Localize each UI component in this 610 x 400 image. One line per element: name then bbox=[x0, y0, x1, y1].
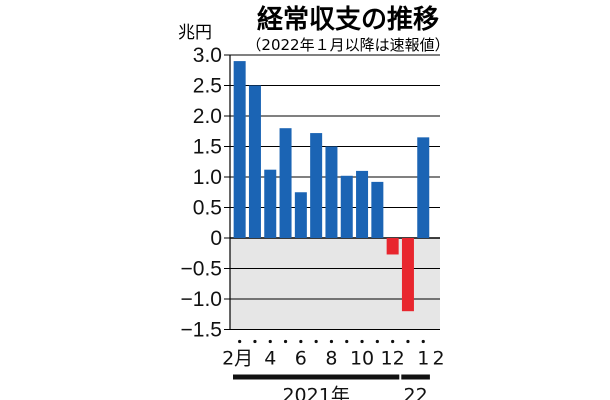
x-tick-dot bbox=[421, 339, 425, 344]
bar bbox=[248, 85, 261, 238]
y-tick-label: 2.0 bbox=[193, 105, 222, 128]
bar bbox=[417, 137, 430, 238]
x-tick-dot bbox=[283, 339, 288, 344]
x-tick-label: 1 bbox=[417, 348, 429, 370]
bar bbox=[294, 192, 307, 238]
chart-title: 経常収支の推移 bbox=[257, 4, 439, 35]
x-tick-dot bbox=[329, 339, 334, 344]
x-tick-dot bbox=[345, 339, 349, 344]
x-tick-dot bbox=[238, 339, 242, 344]
x-tick-dot bbox=[375, 339, 379, 344]
bar bbox=[340, 175, 353, 238]
year-group-bar bbox=[233, 374, 400, 380]
y-tick-label: −1.0 bbox=[181, 288, 222, 311]
x-tick-dot bbox=[391, 339, 395, 344]
year-group-bar bbox=[401, 374, 430, 380]
y-tick-label: 0.5 bbox=[193, 197, 222, 220]
bar bbox=[279, 128, 292, 238]
x-tick-dot bbox=[360, 339, 364, 344]
y-axis-unit-label: 兆円 bbox=[178, 23, 212, 43]
y-tick-label: −1.5 bbox=[181, 319, 222, 342]
bar bbox=[233, 61, 246, 238]
bar bbox=[356, 170, 369, 238]
y-tick-label: 1.5 bbox=[193, 136, 222, 159]
x-tick-dot bbox=[314, 339, 318, 344]
y-tick-label: −0.5 bbox=[181, 258, 222, 281]
bar bbox=[325, 146, 338, 238]
x-tick-dot bbox=[268, 339, 272, 344]
bar bbox=[386, 238, 399, 255]
x-tick-label: 2月 bbox=[222, 348, 253, 370]
chart-subtitle: （2022年１月以降は速報値） bbox=[246, 36, 449, 54]
y-tick-label: 1.0 bbox=[193, 166, 222, 189]
y-tick-label: 3.0 bbox=[193, 44, 222, 67]
bar bbox=[264, 169, 277, 238]
x-tick-dot bbox=[406, 339, 410, 344]
bar bbox=[310, 133, 323, 238]
x-tick-label: 8 bbox=[325, 348, 337, 370]
year-group-label: 22 bbox=[404, 385, 428, 400]
y-tick-label: 0 bbox=[210, 227, 222, 250]
bar bbox=[401, 238, 414, 312]
x-tick-label: 6 bbox=[295, 348, 307, 370]
x-tick-dot bbox=[253, 339, 257, 344]
year-group-label: 2021年 bbox=[282, 385, 349, 400]
x-tick-label: 12 bbox=[381, 348, 405, 370]
x-tick-label: 10 bbox=[350, 348, 374, 370]
y-tick-label: 2.5 bbox=[193, 75, 222, 98]
bar bbox=[371, 181, 384, 238]
x-tick-label: 4 bbox=[264, 348, 276, 370]
x-tick-label: 2 bbox=[433, 348, 445, 370]
x-tick-dot bbox=[299, 339, 303, 344]
